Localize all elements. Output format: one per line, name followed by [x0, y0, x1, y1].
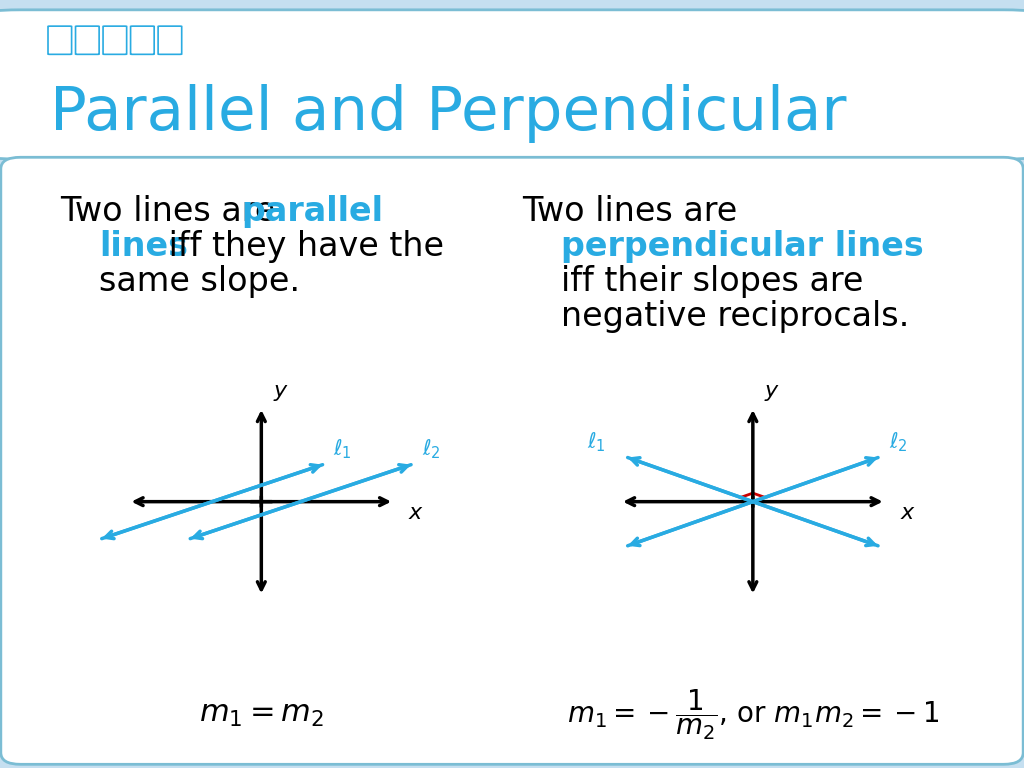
FancyBboxPatch shape — [103, 26, 127, 55]
Text: same slope.: same slope. — [99, 265, 300, 298]
Text: iff they have the: iff they have the — [158, 230, 444, 263]
Text: Two lines are: Two lines are — [522, 195, 737, 228]
FancyBboxPatch shape — [158, 26, 181, 55]
Text: y: y — [273, 381, 287, 401]
Text: $\ell_2$: $\ell_2$ — [889, 430, 907, 454]
FancyBboxPatch shape — [48, 26, 72, 55]
Text: parallel: parallel — [242, 195, 384, 228]
Text: Parallel and Perpendicular: Parallel and Perpendicular — [50, 84, 847, 143]
FancyBboxPatch shape — [1, 157, 1023, 764]
Text: x: x — [409, 503, 422, 523]
Text: perpendicular lines: perpendicular lines — [561, 230, 924, 263]
FancyBboxPatch shape — [76, 26, 99, 55]
Text: $\ell_2$: $\ell_2$ — [422, 437, 440, 461]
Text: negative reciprocals.: negative reciprocals. — [561, 300, 909, 333]
FancyBboxPatch shape — [131, 26, 155, 55]
Text: y: y — [765, 381, 778, 401]
Text: $m_1 = -\dfrac{1}{m_2}$, or $m_1 m_2 = -1$: $m_1 = -\dfrac{1}{m_2}$, or $m_1 m_2 = -… — [566, 687, 939, 742]
Text: $\ell_1$: $\ell_1$ — [333, 437, 352, 461]
Text: lines: lines — [99, 230, 188, 263]
Text: $\ell_1$: $\ell_1$ — [587, 430, 605, 454]
Text: x: x — [900, 503, 913, 523]
Text: iff their slopes are: iff their slopes are — [561, 265, 863, 298]
Text: Two lines are: Two lines are — [59, 195, 286, 228]
Text: $m_1 = m_2$: $m_1 = m_2$ — [199, 700, 324, 729]
FancyBboxPatch shape — [0, 10, 1024, 159]
